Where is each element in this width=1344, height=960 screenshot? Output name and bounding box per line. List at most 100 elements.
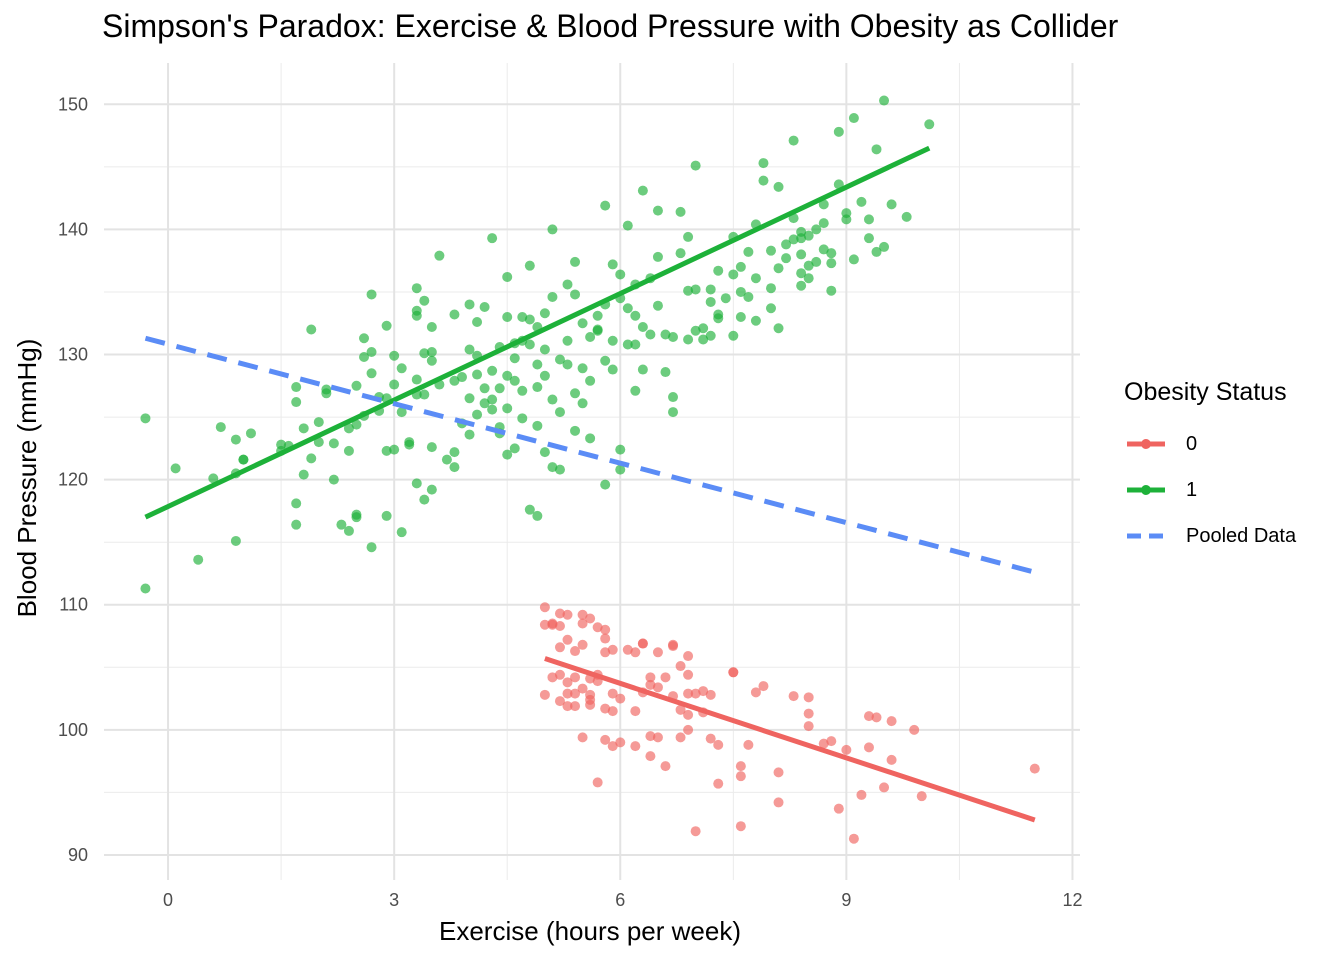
data-point-series-1 xyxy=(509,443,520,454)
legend-key-1 xyxy=(1127,485,1165,495)
data-point-series-1 xyxy=(675,248,686,259)
data-point-series-0 xyxy=(863,742,874,753)
data-point-series-0 xyxy=(713,739,724,750)
data-point-series-1 xyxy=(313,437,324,448)
data-point-series-1 xyxy=(411,305,422,316)
data-point-series-1 xyxy=(562,359,573,370)
data-point-series-0 xyxy=(773,797,784,808)
data-point-series-1 xyxy=(517,385,528,396)
data-point-series-1 xyxy=(389,444,400,455)
data-point-series-1 xyxy=(570,388,581,399)
data-point-series-0 xyxy=(863,711,874,722)
data-point-series-0 xyxy=(683,688,694,699)
data-point-series-1 xyxy=(781,239,792,250)
data-point-series-1 xyxy=(321,384,332,395)
data-point-series-1 xyxy=(577,363,588,374)
data-point-series-0 xyxy=(841,744,852,755)
data-point-series-1 xyxy=(803,273,814,284)
fit-lines xyxy=(144,145,1036,823)
data-point-series-0 xyxy=(645,679,656,690)
data-point-series-1 xyxy=(705,330,716,341)
data-point-series-1 xyxy=(554,354,565,365)
data-point-series-0 xyxy=(570,646,581,657)
data-point-series-0 xyxy=(607,688,618,699)
data-point-series-0 xyxy=(713,778,724,789)
legend-item-0: 0 xyxy=(1124,421,1296,467)
y-tick-label: 110 xyxy=(59,595,88,615)
data-point-series-0 xyxy=(630,647,641,658)
data-point-series-1 xyxy=(863,214,874,225)
data-point-series-1 xyxy=(366,347,377,358)
data-point-series-0 xyxy=(570,672,581,683)
data-point-series-1 xyxy=(487,394,498,405)
data-point-series-0 xyxy=(547,619,558,630)
data-point-series-1 xyxy=(547,291,558,302)
data-point-series-1 xyxy=(773,181,784,192)
data-point-series-0 xyxy=(645,672,656,683)
data-point-series-1 xyxy=(901,211,912,222)
y-axis-title: Blood Pressure (mmHg) xyxy=(12,339,42,618)
data-point-series-1 xyxy=(803,260,814,271)
data-point-series-0 xyxy=(562,688,573,699)
data-point-series-1 xyxy=(570,256,581,267)
data-point-series-1 xyxy=(381,445,392,456)
data-point-series-1 xyxy=(562,335,573,346)
data-point-series-1 xyxy=(532,420,543,431)
data-point-series-1 xyxy=(351,380,362,391)
data-point-series-1 xyxy=(607,364,618,375)
data-point-series-1 xyxy=(351,512,362,523)
data-point-series-1 xyxy=(690,325,701,336)
data-point-series-0 xyxy=(637,638,648,649)
data-point-series-1 xyxy=(683,231,694,242)
data-point-series-1 xyxy=(170,463,181,474)
x-tick-label: 6 xyxy=(615,890,625,910)
data-point-series-1 xyxy=(924,119,935,130)
data-point-series-1 xyxy=(449,447,460,458)
data-point-series-1 xyxy=(622,220,633,231)
data-point-series-1 xyxy=(637,364,648,375)
data-point-series-1 xyxy=(600,479,611,490)
data-point-series-0 xyxy=(675,704,686,715)
data-point-series-1 xyxy=(502,370,513,381)
data-point-series-1 xyxy=(796,226,807,237)
data-point-series-1 xyxy=(238,454,249,465)
data-point-series-0 xyxy=(592,777,603,788)
data-point-series-1 xyxy=(607,335,618,346)
data-point-series-1 xyxy=(735,286,746,297)
data-point-series-1 xyxy=(517,413,528,424)
data-point-series-1 xyxy=(675,206,686,217)
data-point-series-1 xyxy=(652,300,663,311)
data-point-series-0 xyxy=(607,741,618,752)
data-point-series-1 xyxy=(193,554,204,565)
data-point-series-0 xyxy=(909,724,920,735)
data-point-series-1 xyxy=(343,423,354,434)
data-point-series-1 xyxy=(411,283,422,294)
data-point-series-1 xyxy=(796,249,807,260)
y-tick-label: 120 xyxy=(58,470,88,490)
data-point-series-1 xyxy=(140,583,151,594)
data-point-series-1 xyxy=(291,519,302,530)
data-point-series-1 xyxy=(585,433,596,444)
data-point-series-1 xyxy=(472,369,483,380)
data-point-series-0 xyxy=(833,803,844,814)
minor-gridlines xyxy=(104,63,1080,880)
data-point-series-1 xyxy=(208,473,219,484)
data-point-series-1 xyxy=(343,445,354,456)
data-point-series-0 xyxy=(554,669,565,680)
data-point-series-1 xyxy=(622,339,633,350)
y-tick-label: 140 xyxy=(58,219,88,239)
data-point-series-1 xyxy=(509,353,520,364)
data-point-series-1 xyxy=(539,447,550,458)
data-point-series-1 xyxy=(328,474,339,485)
data-point-series-1 xyxy=(743,246,754,257)
data-point-series-1 xyxy=(863,233,874,244)
data-point-series-0 xyxy=(675,661,686,672)
data-point-series-1 xyxy=(758,175,769,186)
legend-key-0 xyxy=(1127,439,1165,449)
data-point-series-1 xyxy=(577,318,588,329)
data-point-series-1 xyxy=(487,404,498,415)
data-point-series-0 xyxy=(683,651,694,662)
data-point-series-0 xyxy=(554,608,565,619)
data-point-series-1 xyxy=(879,95,890,106)
